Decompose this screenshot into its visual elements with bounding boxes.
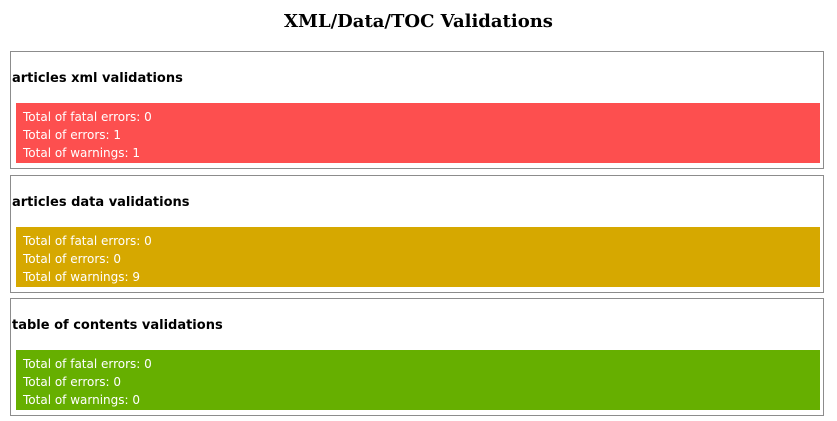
fatal-errors-count: Total of fatal errors: 0 [23, 357, 152, 371]
errors-count: Total of errors: 0 [23, 375, 122, 389]
warnings-count: Total of warnings: 1 [23, 146, 141, 160]
page-title: XML/Data/TOC Validations [284, 11, 553, 32]
section-articles-data-validations: articles data validations Total of fatal… [10, 175, 824, 293]
validation-summary-box: Total of fatal errors: 0 Total of errors… [16, 103, 820, 163]
fatal-errors-count: Total of fatal errors: 0 [23, 110, 152, 124]
validation-summary-box: Total of fatal errors: 0 Total of errors… [16, 350, 820, 410]
section-heading: articles xml validations [12, 71, 183, 86]
warnings-count: Total of warnings: 9 [23, 270, 141, 284]
validation-summary-box: Total of fatal errors: 0 Total of errors… [16, 227, 820, 287]
section-heading: table of contents validations [12, 318, 223, 333]
errors-count: Total of errors: 0 [23, 252, 122, 266]
errors-count: Total of errors: 1 [23, 128, 122, 142]
section-articles-xml-validations: articles xml validations Total of fatal … [10, 51, 824, 169]
section-table-of-contents-validations: table of contents validations Total of f… [10, 298, 824, 416]
fatal-errors-count: Total of fatal errors: 0 [23, 234, 152, 248]
warnings-count: Total of warnings: 0 [23, 393, 141, 407]
section-heading: articles data validations [12, 195, 190, 210]
